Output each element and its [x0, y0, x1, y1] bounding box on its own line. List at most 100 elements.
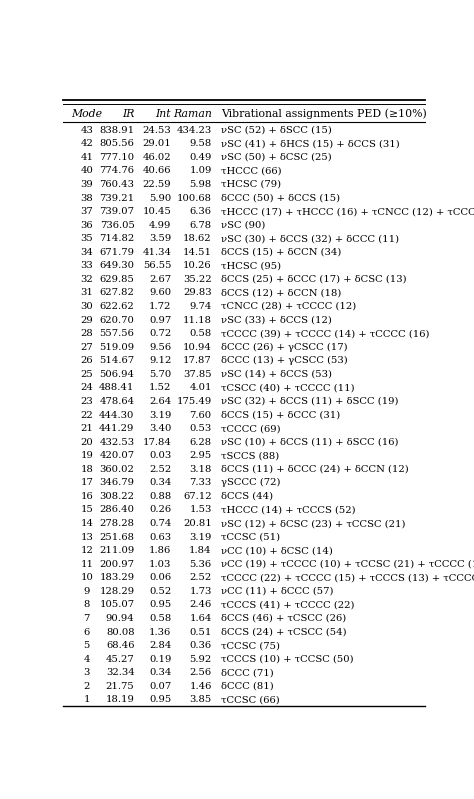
Text: 6: 6	[84, 627, 90, 637]
Text: 286.40: 286.40	[100, 506, 135, 515]
Text: 519.09: 519.09	[100, 343, 135, 352]
Text: νSC (41) + δHCS (15) + δCCS (31): νSC (41) + δHCS (15) + δCCS (31)	[221, 139, 400, 149]
Text: 1.73: 1.73	[189, 587, 212, 596]
Text: 43: 43	[81, 125, 93, 135]
Text: 20: 20	[81, 438, 93, 447]
Text: 4.01: 4.01	[189, 384, 212, 392]
Text: 3.19: 3.19	[189, 533, 212, 542]
Text: τCCCC (22) + τCCCC (15) + τCCCS (13) + τCCCC (18): τCCCC (22) + τCCCC (15) + τCCCS (13) + τ…	[221, 574, 474, 582]
Text: 13: 13	[81, 533, 93, 542]
Text: 777.10: 777.10	[100, 153, 135, 162]
Text: 90.94: 90.94	[106, 614, 135, 623]
Text: δCCS (12) + δCCN (18): δCCS (12) + δCCN (18)	[221, 288, 341, 297]
Text: 0.03: 0.03	[149, 451, 171, 460]
Text: 41: 41	[80, 153, 93, 162]
Text: τCCSC (66): τCCSC (66)	[221, 695, 280, 705]
Text: 1.52: 1.52	[149, 384, 171, 392]
Text: 649.30: 649.30	[100, 261, 135, 270]
Text: 28: 28	[81, 329, 93, 338]
Text: νCC (10) + δCSC (14): νCC (10) + δCSC (14)	[221, 547, 333, 555]
Text: νSC (33) + δCCS (12): νSC (33) + δCCS (12)	[221, 316, 332, 324]
Text: δCCS (15) + δCCC (31): δCCS (15) + δCCC (31)	[221, 411, 340, 419]
Text: 420.07: 420.07	[100, 451, 135, 460]
Text: δCCS (44): δCCS (44)	[221, 492, 273, 501]
Text: 22: 22	[81, 411, 93, 419]
Text: 37: 37	[81, 207, 93, 216]
Text: 0.58: 0.58	[149, 614, 171, 623]
Text: 0.95: 0.95	[149, 600, 171, 610]
Text: 33: 33	[81, 261, 93, 270]
Text: 9.74: 9.74	[189, 302, 212, 311]
Text: 29.01: 29.01	[143, 139, 171, 149]
Text: 5.36: 5.36	[190, 560, 212, 569]
Text: νSC (30) + δCCS (32) + δCCC (11): νSC (30) + δCCS (32) + δCCC (11)	[221, 234, 399, 243]
Text: 3.40: 3.40	[149, 424, 171, 433]
Text: 629.85: 629.85	[100, 275, 135, 284]
Text: 183.29: 183.29	[100, 574, 135, 582]
Text: τCSCC (40) + τCCCC (11): τCSCC (40) + τCCCC (11)	[221, 384, 355, 392]
Text: 30: 30	[81, 302, 93, 311]
Text: 620.70: 620.70	[100, 316, 135, 324]
Text: 7.33: 7.33	[190, 479, 212, 487]
Text: 0.53: 0.53	[190, 424, 212, 433]
Text: νSC (12) + δCSC (23) + τCCSC (21): νSC (12) + δCSC (23) + τCCSC (21)	[221, 519, 405, 528]
Text: δCCC (81): δCCC (81)	[221, 682, 273, 691]
Text: 0.36: 0.36	[190, 641, 212, 650]
Text: 1.84: 1.84	[189, 547, 212, 555]
Text: τCCCS (10) + τCCSC (50): τCCCS (10) + τCCSC (50)	[221, 654, 354, 664]
Text: 9: 9	[83, 587, 90, 596]
Text: 736.05: 736.05	[100, 221, 135, 229]
Text: 19: 19	[81, 451, 93, 460]
Text: 671.79: 671.79	[100, 248, 135, 256]
Text: 18: 18	[81, 465, 93, 474]
Text: τHCSC (95): τHCSC (95)	[221, 261, 281, 270]
Text: 105.07: 105.07	[100, 600, 135, 610]
Text: 5.90: 5.90	[149, 193, 171, 202]
Text: 17.87: 17.87	[183, 356, 212, 365]
Text: 17: 17	[81, 479, 93, 487]
Text: νSC (10) + δCCS (11) + δSCC (16): νSC (10) + δCCS (11) + δSCC (16)	[221, 438, 398, 447]
Text: 838.91: 838.91	[100, 125, 135, 135]
Text: 0.51: 0.51	[189, 627, 212, 637]
Text: τSCCS (88): τSCCS (88)	[221, 451, 279, 460]
Text: 20.81: 20.81	[183, 519, 212, 528]
Text: νSC (32) + δCCS (11) + δSCC (19): νSC (32) + δCCS (11) + δSCC (19)	[221, 397, 398, 406]
Text: 627.82: 627.82	[100, 288, 135, 297]
Text: 29.83: 29.83	[183, 288, 212, 297]
Text: Int: Int	[155, 109, 171, 119]
Text: 24: 24	[81, 384, 93, 392]
Text: 14.51: 14.51	[182, 248, 212, 256]
Text: 714.82: 714.82	[100, 234, 135, 243]
Text: 1.53: 1.53	[189, 506, 212, 515]
Text: νCC (11) + δCCC (57): νCC (11) + δCCC (57)	[221, 587, 333, 596]
Text: 27: 27	[81, 343, 93, 352]
Text: 67.12: 67.12	[183, 492, 212, 501]
Text: 21: 21	[81, 424, 93, 433]
Text: τCCSC (75): τCCSC (75)	[221, 641, 280, 650]
Text: 6.78: 6.78	[190, 221, 212, 229]
Text: 24.53: 24.53	[143, 125, 171, 135]
Text: 45.27: 45.27	[106, 654, 135, 664]
Text: 23: 23	[81, 397, 93, 406]
Text: νSC (90): νSC (90)	[221, 221, 265, 229]
Text: 9.60: 9.60	[149, 288, 171, 297]
Text: γSCCC (72): γSCCC (72)	[221, 479, 281, 487]
Text: 9.12: 9.12	[149, 356, 171, 365]
Text: 360.02: 360.02	[100, 465, 135, 474]
Text: 211.09: 211.09	[100, 547, 135, 555]
Text: 3: 3	[83, 668, 90, 678]
Text: 16: 16	[81, 492, 93, 501]
Text: δCCC (71): δCCC (71)	[221, 668, 273, 678]
Text: 488.41: 488.41	[99, 384, 135, 392]
Text: τHCCC (14) + τCCCS (52): τHCCC (14) + τCCCS (52)	[221, 506, 356, 515]
Text: Mode: Mode	[71, 109, 102, 119]
Text: 1.86: 1.86	[149, 547, 171, 555]
Text: 37.85: 37.85	[183, 370, 212, 379]
Text: 0.72: 0.72	[149, 329, 171, 338]
Text: 432.53: 432.53	[100, 438, 135, 447]
Text: 2.95: 2.95	[190, 451, 212, 460]
Text: 1.03: 1.03	[149, 560, 171, 569]
Text: 35: 35	[81, 234, 93, 243]
Text: νCC (19) + τCCCC (10) + τCCSC (21) + τCCCC (11): νCC (19) + τCCCC (10) + τCCSC (21) + τCC…	[221, 560, 474, 569]
Text: 0.58: 0.58	[190, 329, 212, 338]
